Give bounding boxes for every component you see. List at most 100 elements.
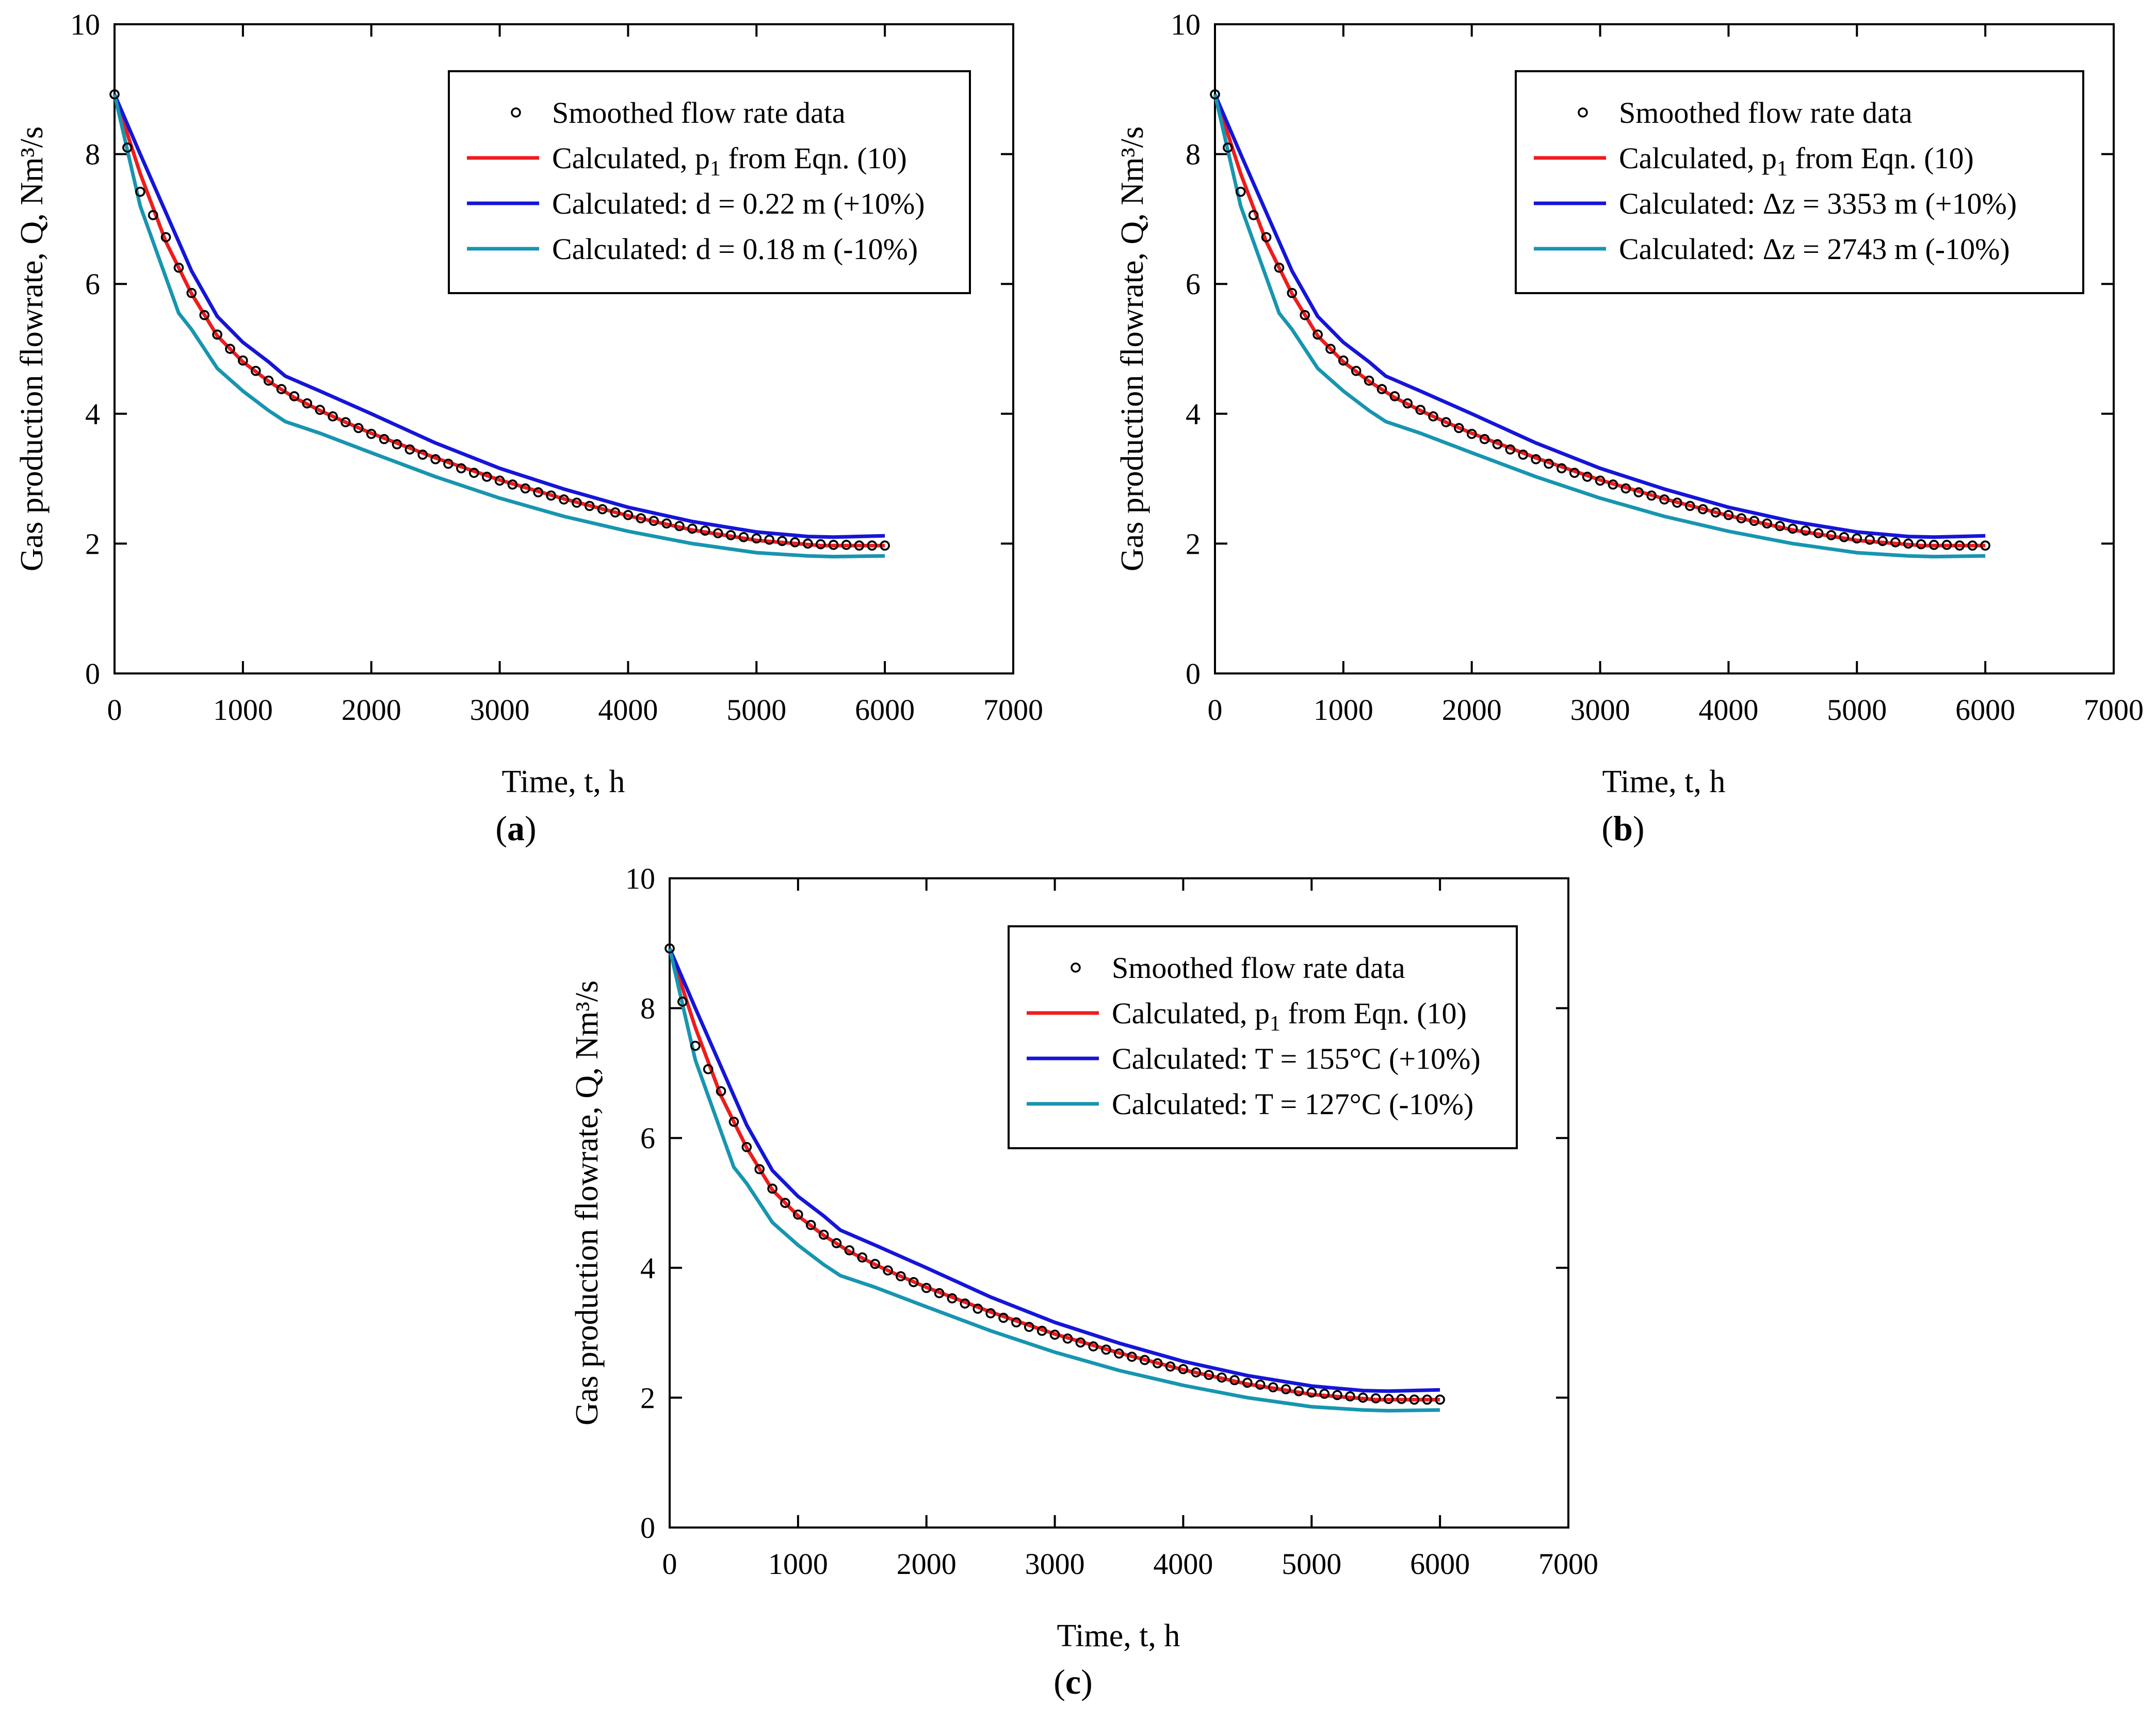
data-point <box>122 142 133 153</box>
data-point <box>1223 142 1233 153</box>
panel-label-open: ( <box>1053 1662 1065 1701</box>
data-point <box>741 1142 752 1152</box>
legend-box <box>1008 925 1518 1149</box>
data-point <box>636 513 646 524</box>
data-point <box>469 468 479 478</box>
data-point <box>289 391 300 401</box>
data-point <box>173 263 184 273</box>
x-tick-label: 3000 <box>1570 693 1630 727</box>
data-point <box>1877 536 1888 546</box>
y-axis-label: Gas production flowrate, Q, Nm³/s <box>1115 126 1150 571</box>
data-point <box>160 232 171 243</box>
data-point <box>1036 1326 1047 1336</box>
data-point <box>1422 1394 1433 1405</box>
data-point <box>456 463 466 474</box>
data-point <box>1633 487 1644 497</box>
data-point <box>1865 535 1875 545</box>
data-point <box>302 398 313 409</box>
data-point <box>559 494 569 505</box>
data-point <box>687 523 698 534</box>
legend-label: Calculated: T = 155°C (+10%) <box>1112 1042 1481 1075</box>
data-point <box>494 475 505 486</box>
legend-label-sub: 1 <box>1777 157 1788 181</box>
y-tick-label: 10 <box>1171 8 1201 41</box>
x-tick-label: 7000 <box>2084 693 2144 727</box>
data-point <box>700 525 710 536</box>
legend: Smoothed flow rate data Calculated, p1 fr… <box>1008 925 1518 1149</box>
x-tick-label: 2000 <box>342 693 401 727</box>
data-point <box>1236 186 1246 197</box>
y-tick-label: 6 <box>85 267 100 301</box>
y-axis-label: Gas production flowrate, Q, Nm³/s <box>14 126 50 571</box>
data-point <box>1364 375 1374 386</box>
data-point <box>841 540 852 550</box>
legend-label-tail: from Eqn. (10) <box>721 141 907 175</box>
data-point <box>1890 537 1901 548</box>
data-point <box>649 516 659 526</box>
y-tick-label: 0 <box>640 1511 655 1545</box>
x-tick-label: 6000 <box>1955 693 2015 727</box>
data-point <box>1396 1394 1407 1404</box>
data-point <box>1569 468 1580 478</box>
data-point <box>1248 210 1259 220</box>
data-point <box>1710 507 1721 518</box>
data-point <box>1441 417 1451 427</box>
data-point <box>725 530 736 540</box>
x-tick-label: 2000 <box>897 1547 957 1581</box>
panel-label-close: ) <box>525 809 537 848</box>
data-point <box>1191 1367 1202 1378</box>
data-point <box>677 996 688 1007</box>
data-point <box>1736 513 1747 524</box>
data-point <box>379 434 390 444</box>
data-point <box>1024 1322 1034 1332</box>
data-point <box>857 1252 868 1263</box>
data-point <box>430 454 441 464</box>
data-point <box>661 518 672 529</box>
data-point <box>1800 525 1811 536</box>
data-point <box>828 540 839 550</box>
data-point <box>854 540 865 551</box>
data-point <box>1557 463 1567 474</box>
panel-label: (b) <box>1601 809 1644 848</box>
data-point <box>610 507 621 518</box>
data-point <box>1928 540 1939 550</box>
series-line-minus <box>112 94 885 559</box>
data-point <box>1140 1355 1150 1365</box>
data-point <box>392 439 402 449</box>
data-point <box>263 375 274 386</box>
y-tick-label: 10 <box>625 862 655 895</box>
data-point <box>1409 1394 1420 1405</box>
data-point <box>1217 1372 1227 1383</box>
legend-label-main: Calculated, p <box>1619 141 1777 175</box>
data-point <box>1518 449 1529 460</box>
legend-label: Calculated: Δz = 2743 m (-10%) <box>1619 232 2010 266</box>
data-point <box>1389 391 1400 401</box>
data-point <box>366 429 377 439</box>
data-point <box>572 497 582 508</box>
data-point <box>1229 1375 1240 1386</box>
data-point <box>1466 429 1477 439</box>
data-point <box>664 943 675 954</box>
series-line-base <box>668 947 1440 1402</box>
data-point <box>1492 439 1503 449</box>
data-point <box>1165 1361 1176 1372</box>
series-line-base <box>1213 93 1986 548</box>
data-point <box>276 384 287 394</box>
y-tick-label: 6 <box>1186 267 1201 301</box>
x-tick-label: 1000 <box>768 1547 828 1581</box>
data-point <box>1011 1317 1022 1328</box>
x-tick-label: 5000 <box>1827 693 1887 727</box>
data-point <box>1261 232 1272 243</box>
x-tick-label: 4000 <box>1153 1547 1213 1581</box>
data-point <box>1242 1377 1253 1388</box>
data-point <box>1178 1364 1189 1374</box>
series-line-base <box>112 93 885 548</box>
data-point <box>1312 329 1323 340</box>
data-point <box>1697 504 1708 515</box>
data-point <box>793 1209 803 1220</box>
data-point <box>1620 483 1631 494</box>
x-axis-label: Time, t, h <box>1057 1618 1180 1653</box>
data-point <box>597 504 608 515</box>
legend-label-main: Calculated, p <box>552 141 710 175</box>
